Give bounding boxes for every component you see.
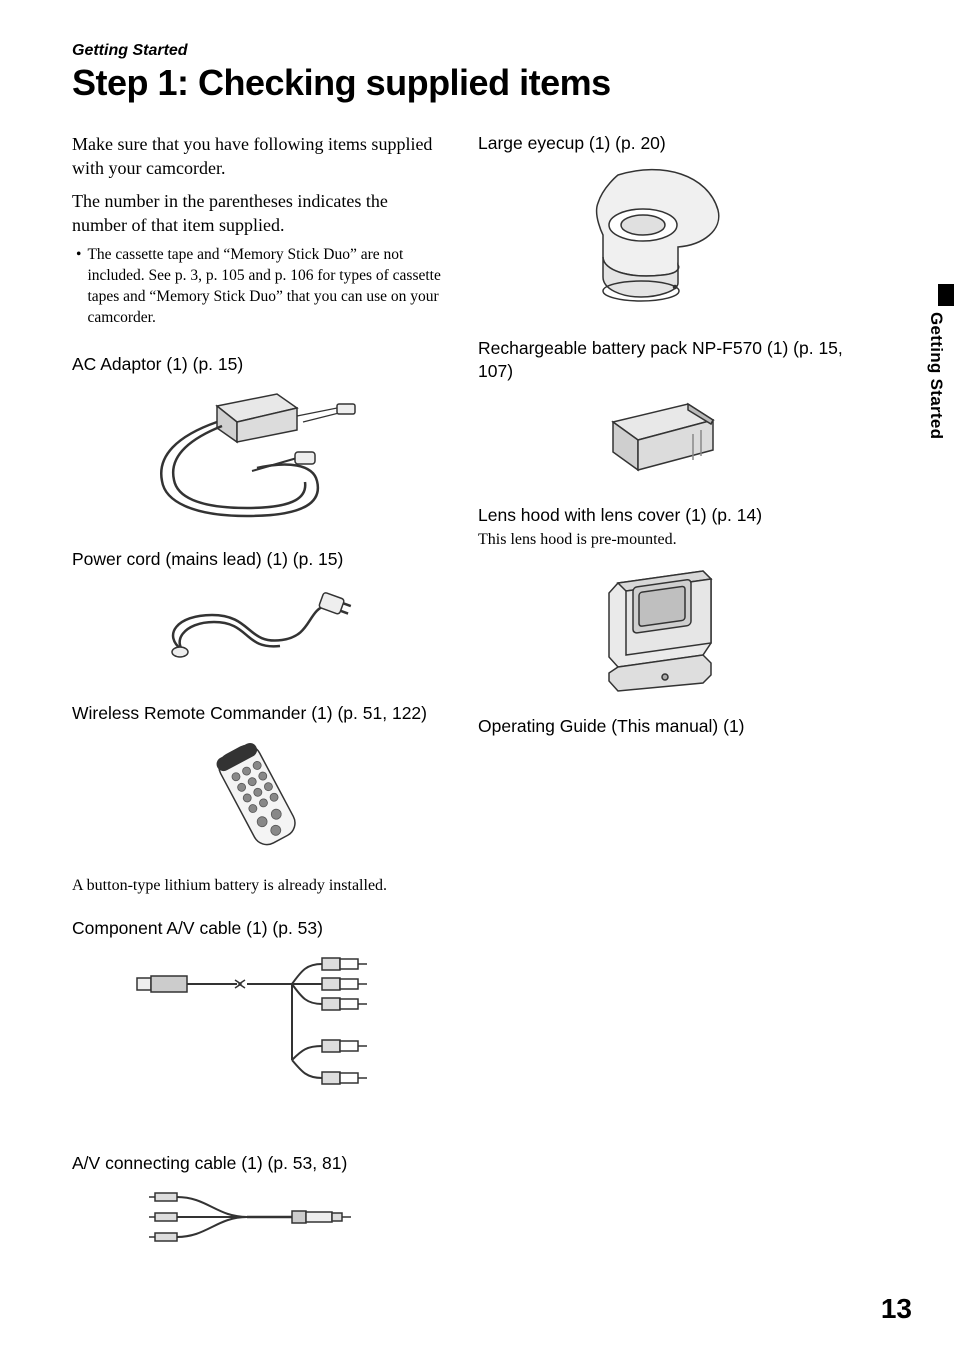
intro-text-1: Make sure that you have following items … [72, 132, 442, 181]
item-label-battery: Rechargeable battery pack NP-F570 (1) (p… [478, 337, 848, 383]
item-label-power-cord: Power cord (mains lead) (1) (p. 15) [72, 548, 442, 571]
intro-text-2: The number in the parentheses indicates … [72, 189, 442, 238]
side-tab-label: Getting Started [926, 312, 946, 439]
page-title: Step 1: Checking supplied items [72, 62, 894, 104]
item-label-remote: Wireless Remote Commander (1) (p. 51, 12… [72, 702, 442, 725]
ac-adaptor-illustration [72, 386, 442, 526]
left-column: Make sure that you have following items … [72, 132, 442, 1277]
eyecup-illustration [478, 165, 848, 315]
item-label-av-cable: A/V connecting cable (1) (p. 53, 81) [72, 1152, 442, 1175]
remote-illustration [72, 735, 442, 855]
page-number: 13 [881, 1293, 912, 1325]
power-cord-illustration [72, 580, 442, 680]
lens-hood-note: This lens hood is pre-mounted. [478, 531, 848, 549]
item-label-lens-hood: Lens hood with lens cover (1) (p. 14) [478, 504, 848, 527]
item-label-operating-guide: Operating Guide (This manual) (1) [478, 715, 848, 738]
side-tab: Getting Started [918, 294, 954, 474]
content-columns: Make sure that you have following items … [72, 132, 894, 1277]
bullet-dot-icon: • [76, 245, 81, 329]
lens-hood-illustration [478, 563, 848, 693]
item-label-ac-adaptor: AC Adaptor (1) (p. 15) [72, 353, 442, 376]
side-tab-marker [938, 284, 954, 306]
remote-note: A button-type lithium battery is already… [72, 877, 442, 895]
bullet-note: • The cassette tape and “Memory Stick Du… [72, 245, 442, 329]
av-cable-illustration [72, 1185, 442, 1255]
item-label-eyecup: Large eyecup (1) (p. 20) [478, 132, 848, 155]
item-label-component-cable: Component A/V cable (1) (p. 53) [72, 917, 442, 940]
bullet-note-text: The cassette tape and “Memory Stick Duo”… [87, 245, 442, 329]
component-cable-illustration [72, 950, 442, 1130]
section-label: Getting Started [72, 42, 894, 60]
right-column: Large eyecup (1) (p. 20) Rechargeable ba… [478, 132, 848, 1277]
battery-illustration [478, 392, 848, 482]
